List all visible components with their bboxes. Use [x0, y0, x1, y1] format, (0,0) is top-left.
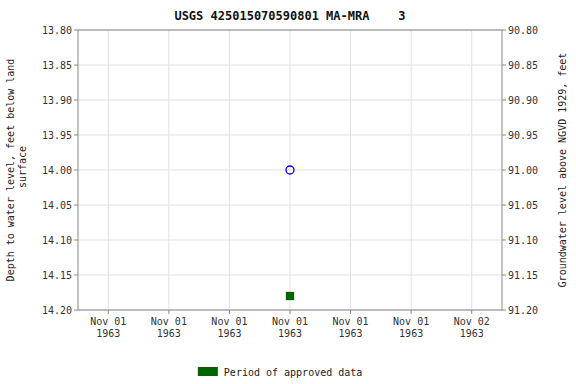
grid-line — [290, 30, 291, 310]
grid-line — [229, 30, 230, 310]
axis-label: Groundwater level above NGVD 1929, feet — [557, 53, 568, 288]
y-axis: 13.80 13.85 13.90 13.95 14.00 14.05 14.10 14.15… — [42, 25, 78, 316]
tick — [168, 310, 169, 314]
tick — [290, 310, 291, 314]
legend-label: Period of approved data — [224, 367, 362, 378]
tick-label: 90.80 — [508, 25, 538, 36]
y2-axis: 90.80 90.85 90.90 90.95 91.00 91.05 91.10 91.15… — [502, 25, 538, 316]
tick-label: 91.10 — [508, 235, 538, 246]
points — [286, 166, 294, 300]
tick-label: Nov 021963 — [454, 316, 490, 339]
tick-label: Nov 011963 — [151, 316, 187, 339]
tick — [74, 100, 78, 101]
grid-line — [168, 30, 169, 310]
tick-label: Nov 011963 — [90, 316, 126, 339]
tick — [350, 310, 351, 314]
tick-label: Nov 011963 — [211, 316, 247, 339]
tick-label: 91.00 — [508, 165, 538, 176]
tick — [108, 310, 109, 314]
tick-label: 90.95 — [508, 130, 538, 141]
grid — [78, 30, 502, 310]
tick-label: 90.90 — [508, 95, 538, 106]
x-axis: Nov 011963 Nov 011963 Nov 011963 Nov 011963… — [90, 310, 490, 339]
tick-label: 90.85 — [508, 60, 538, 71]
tick — [502, 65, 506, 66]
tick-label: 14.15 — [42, 270, 72, 281]
legend: Period of approved data — [198, 367, 362, 378]
tick — [502, 240, 506, 241]
tick-label: Nov 011963 — [393, 316, 429, 339]
tick-label: 91.05 — [508, 200, 538, 211]
tick-label: 13.95 — [42, 130, 72, 141]
tick — [502, 30, 506, 31]
tick — [411, 310, 412, 314]
tick-label: 14.00 — [42, 165, 72, 176]
tick — [502, 275, 506, 276]
tick — [74, 135, 78, 136]
tick-label: 14.05 — [42, 200, 72, 211]
tick — [74, 310, 78, 311]
tick — [74, 275, 78, 276]
tick — [471, 310, 472, 314]
tick-label: Nov 011963 — [272, 316, 308, 339]
background — [0, 0, 576, 384]
tick — [502, 205, 506, 206]
title: USGS 425015070590801 MA-MRA 3 — [174, 9, 405, 23]
tick — [74, 240, 78, 241]
tick — [74, 170, 78, 171]
tick-label: 14.20 — [42, 305, 72, 316]
tick — [502, 310, 506, 311]
legend-swatch — [198, 367, 218, 376]
grid-line — [350, 30, 351, 310]
tick-label: Nov 011963 — [333, 316, 369, 339]
axis-labels: Depth to water level, feet below land su… — [5, 53, 568, 288]
grid-line — [108, 30, 109, 310]
tick-label: 13.80 — [42, 25, 72, 36]
tick-label: 13.90 — [42, 95, 72, 106]
tick — [502, 135, 506, 136]
chart: 13.80 13.85 13.90 13.95 14.00 14.05 14.10 14.15… — [0, 0, 576, 384]
grid-line — [411, 30, 412, 310]
tick — [74, 65, 78, 66]
axis-label: Depth to water level, feet below land su… — [5, 59, 28, 282]
point — [287, 293, 294, 300]
plot-frame — [78, 30, 502, 310]
tick — [229, 310, 230, 314]
tick-label: 14.10 — [42, 235, 72, 246]
tick-label: 91.15 — [508, 270, 538, 281]
tick — [502, 100, 506, 101]
point — [286, 166, 294, 174]
grid-line — [471, 30, 472, 310]
tick-label: 91.20 — [508, 305, 538, 316]
tick-label: 13.85 — [42, 60, 72, 71]
tick — [74, 205, 78, 206]
tick — [502, 170, 506, 171]
tick — [74, 30, 78, 31]
